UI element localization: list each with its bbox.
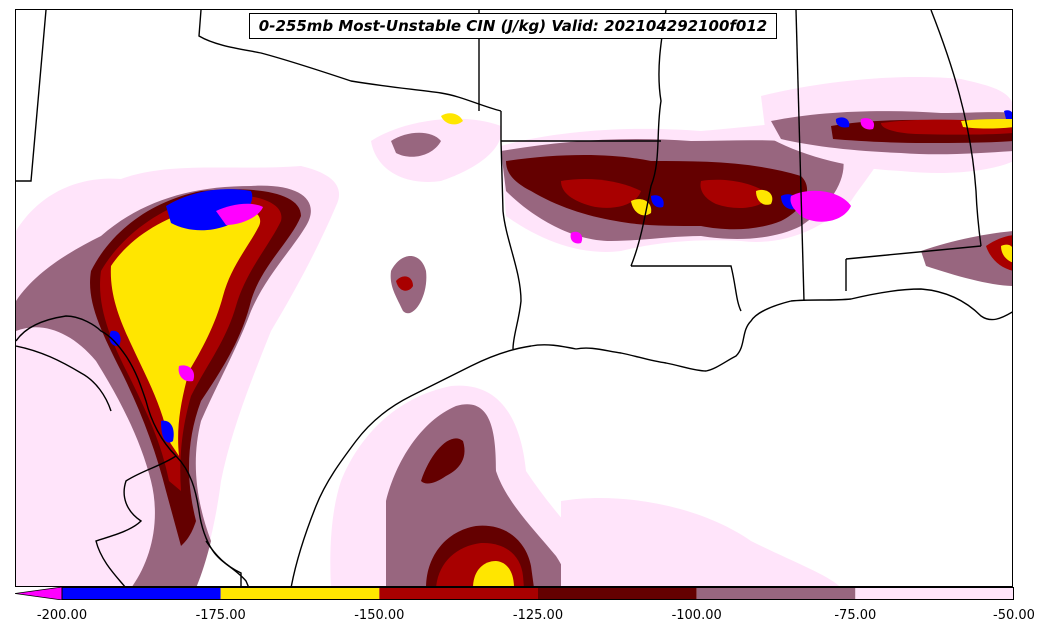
- map-panel: [15, 9, 1013, 587]
- colorbar-bin: [538, 587, 697, 600]
- colorbar-tick-label: -50.00: [993, 608, 1035, 623]
- colorbar-tick-label: -75.00: [834, 608, 877, 623]
- colorbar: [15, 587, 1014, 600]
- texas-coast: [290, 344, 577, 586]
- colorbar-tick-label: -200.00: [36, 608, 88, 623]
- gulf-coast-east: [790, 288, 1012, 321]
- map-title: 0-255mb Most-Unstable CIN (J/kg) Valid: …: [249, 13, 777, 39]
- gulf-mauve: [386, 404, 571, 586]
- colorbar-tick-label: -175.00: [195, 608, 246, 623]
- cin-shading: [16, 77, 1012, 586]
- colorbar-bin: [855, 587, 1014, 600]
- colorbar-bin: [62, 587, 221, 600]
- map-boundaries: [16, 10, 1012, 586]
- colorbar-bin: [379, 587, 538, 600]
- colorbar-tick-label: -150.00: [354, 608, 405, 623]
- colorbar-tick-label: -100.00: [671, 608, 722, 623]
- texas-louisiana-border: [500, 111, 522, 350]
- colorbar-tick-label: -125.00: [512, 608, 564, 623]
- colorbar-outline: [61, 587, 1014, 600]
- cin-region-yellow: [110, 204, 261, 456]
- mississippi-river: [630, 10, 667, 267]
- red-river-border: [198, 10, 502, 112]
- cin-map: [16, 10, 1012, 586]
- colorbar-bin: [696, 587, 856, 600]
- cin-region-magenta: [216, 203, 263, 225]
- colorbar-bin: [220, 587, 380, 600]
- colorbar-under-arrow: [15, 587, 63, 600]
- louisiana-coast: [575, 300, 792, 372]
